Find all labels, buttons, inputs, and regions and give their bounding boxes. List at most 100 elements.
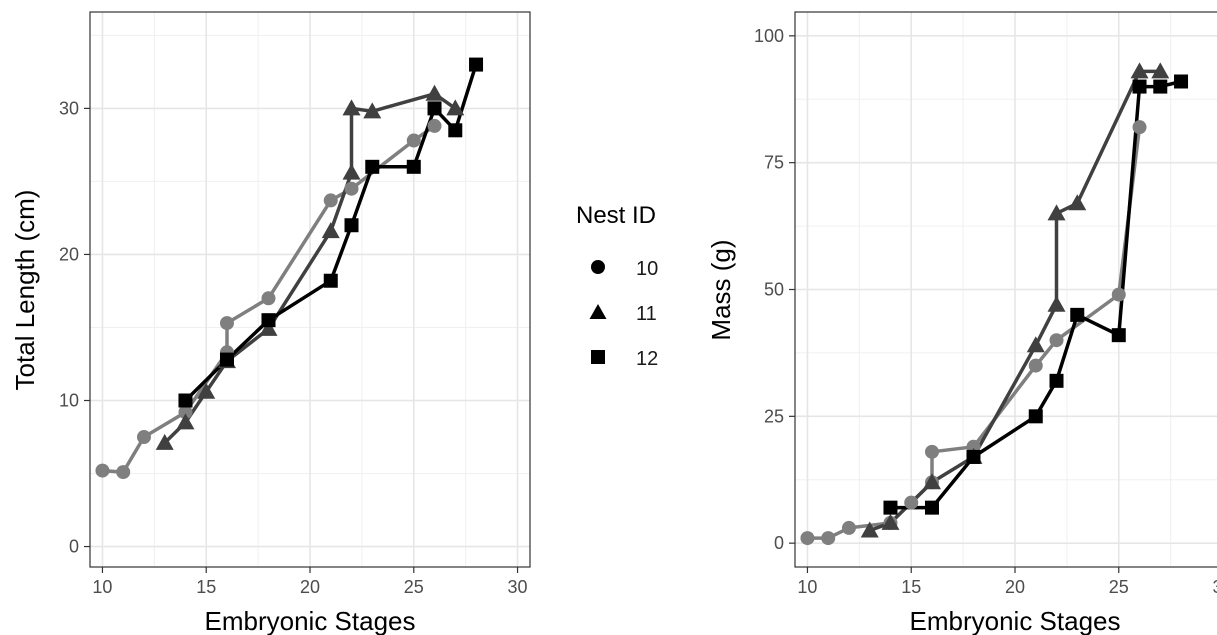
point-series-11 bbox=[363, 102, 382, 119]
x-tick-label: 25 bbox=[404, 577, 424, 597]
y-tick-label: 0 bbox=[69, 537, 79, 557]
point-series-11 bbox=[881, 513, 900, 530]
point-series-11 bbox=[342, 163, 361, 180]
legend-entry-12: 12 bbox=[591, 348, 658, 370]
point-series-10 bbox=[136, 430, 151, 445]
x-ticks: 10 15 20 25 30 bbox=[92, 567, 528, 597]
point-series-12 bbox=[448, 123, 463, 138]
point-series-10 bbox=[344, 181, 359, 196]
x-ticks: 10 15 20 25 30 bbox=[797, 567, 1217, 597]
series-line-12 bbox=[888, 79, 1183, 510]
point-series-10 bbox=[178, 405, 193, 420]
point-series-11 bbox=[1026, 336, 1045, 353]
y-tick-label: 10 bbox=[59, 391, 79, 411]
series-points bbox=[95, 57, 484, 480]
legend-label: 10 bbox=[636, 258, 658, 280]
point-series-10 bbox=[821, 531, 836, 546]
point-series-10 bbox=[924, 444, 939, 459]
point-series-12 bbox=[178, 393, 193, 408]
x-tick-label: 10 bbox=[797, 577, 817, 597]
point-series-11 bbox=[155, 433, 174, 450]
point-series-10 bbox=[406, 133, 421, 148]
point-series-10 bbox=[261, 291, 276, 306]
point-series-12 bbox=[427, 101, 442, 116]
point-series-12 bbox=[1111, 328, 1126, 343]
x-tick-label: 15 bbox=[901, 577, 921, 597]
y-ticks: 0 10 20 30 bbox=[59, 98, 90, 557]
point-series-12 bbox=[469, 57, 484, 72]
legend: Nest ID 10 11 12 bbox=[576, 202, 658, 370]
x-tick-label: 30 bbox=[508, 577, 528, 597]
mass-panel: 10 15 20 25 30 0 25 50 75 100 Embryonic Stages M… bbox=[706, 11, 1217, 635]
series-line-12 bbox=[183, 62, 478, 403]
point-series-10 bbox=[1049, 333, 1064, 348]
legend-label: 12 bbox=[636, 348, 658, 370]
point-series-10 bbox=[95, 463, 110, 478]
point-series-11 bbox=[425, 84, 444, 101]
point-series-11 bbox=[1047, 295, 1066, 312]
y-tick-label: 20 bbox=[59, 244, 79, 264]
point-series-12 bbox=[261, 313, 276, 328]
x-axis-label: Embryonic Stages bbox=[910, 606, 1121, 635]
grid-lines bbox=[90, 12, 530, 567]
point-series-10 bbox=[800, 531, 815, 546]
legend-title: Nest ID bbox=[576, 202, 656, 229]
point-series-10 bbox=[323, 193, 338, 208]
point-series-12 bbox=[924, 500, 939, 515]
grid-lines bbox=[795, 12, 1217, 567]
x-tick-label: 10 bbox=[92, 577, 112, 597]
point-series-12 bbox=[323, 273, 338, 288]
point-series-12 bbox=[1174, 74, 1189, 89]
y-tick-label: 25 bbox=[764, 406, 784, 426]
y-axis-label: Total Length (cm) bbox=[10, 190, 40, 391]
point-series-11 bbox=[197, 382, 216, 399]
point-series-10 bbox=[841, 520, 856, 535]
x-tick-label: 30 bbox=[1213, 577, 1217, 597]
point-series-10 bbox=[219, 316, 234, 331]
y-tick-label: 100 bbox=[754, 26, 784, 46]
y-axis-label: Mass (g) bbox=[706, 239, 736, 340]
point-series-11 bbox=[446, 99, 465, 116]
point-series-12 bbox=[1049, 373, 1064, 388]
point-series-12 bbox=[1153, 79, 1168, 94]
legend-square-icon bbox=[591, 350, 605, 364]
point-series-11 bbox=[176, 413, 195, 430]
point-series-10 bbox=[427, 118, 442, 133]
point-series-12 bbox=[365, 159, 380, 174]
point-series-10 bbox=[904, 495, 919, 510]
length-panel: 10 15 20 25 30 0 10 20 30 Embryonic Stages Tota… bbox=[10, 11, 531, 635]
legend-label: 11 bbox=[636, 303, 657, 325]
y-ticks: 0 25 50 75 100 bbox=[754, 26, 795, 553]
x-tick-label: 15 bbox=[196, 577, 216, 597]
point-series-11 bbox=[922, 473, 941, 490]
point-series-12 bbox=[1070, 307, 1085, 322]
point-series-11 bbox=[1151, 62, 1170, 79]
series-points bbox=[800, 62, 1189, 546]
point-series-10 bbox=[1111, 287, 1126, 302]
point-series-10 bbox=[1028, 358, 1043, 373]
x-tick-label: 20 bbox=[1005, 577, 1025, 597]
point-series-11 bbox=[1068, 194, 1087, 211]
y-tick-label: 0 bbox=[774, 533, 784, 553]
point-series-11 bbox=[321, 222, 340, 239]
point-series-11 bbox=[1047, 204, 1066, 221]
point-series-12 bbox=[883, 500, 898, 515]
point-series-12 bbox=[1028, 409, 1043, 424]
y-tick-label: 75 bbox=[764, 153, 784, 173]
point-series-12 bbox=[966, 449, 981, 464]
point-series-11 bbox=[1130, 62, 1149, 79]
x-tick-label: 25 bbox=[1109, 577, 1129, 597]
point-series-12 bbox=[219, 352, 234, 367]
point-series-11 bbox=[342, 99, 361, 116]
legend-entry-10: 10 bbox=[591, 258, 658, 280]
point-series-11 bbox=[259, 319, 278, 336]
y-tick-label: 50 bbox=[764, 280, 784, 300]
legend-circle-icon bbox=[591, 260, 605, 274]
point-series-12 bbox=[1132, 79, 1147, 94]
point-series-12 bbox=[344, 218, 359, 233]
legend-triangle-icon bbox=[589, 304, 607, 319]
x-tick-label: 20 bbox=[300, 577, 320, 597]
y-tick-label: 30 bbox=[59, 98, 79, 118]
legend-entry-11: 11 bbox=[589, 303, 657, 325]
